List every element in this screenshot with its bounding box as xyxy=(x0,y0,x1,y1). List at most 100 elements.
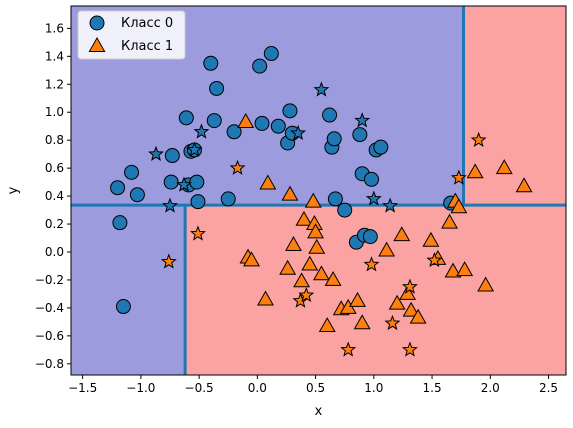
legend: Класс 0 Класс 1 xyxy=(77,10,186,60)
circle-point-class0-20 xyxy=(263,46,279,62)
triangle-point-class1-25 xyxy=(399,284,417,300)
triangle-point-class1-35 xyxy=(466,163,484,179)
x-tick-label: 0.5 xyxy=(306,381,325,395)
circle-point-class0-14 xyxy=(206,113,222,129)
circle-point-class0-23 xyxy=(282,103,298,119)
y-tick-label: 0.2 xyxy=(45,217,64,231)
star-point-class1-8 xyxy=(401,278,418,294)
x-axis-ticks: −1.5 −1.0 −0.5 0.0 0.5 1.0 1.5 2.0 2.5 xyxy=(68,375,558,395)
triangle-point-class1-36 xyxy=(477,276,495,292)
circle-point-class0-12 xyxy=(190,194,206,210)
triangle-point-class1-9 xyxy=(295,210,313,226)
star-point-class1-12 xyxy=(470,131,487,147)
triangle-point-class1-16 xyxy=(318,317,336,333)
triangle-point-class1-14 xyxy=(308,238,326,254)
legend-box xyxy=(77,10,186,60)
triangle-point-class1-8 xyxy=(293,272,311,288)
triangle-point-class1-27 xyxy=(409,308,427,324)
circle-point-class0-19 xyxy=(254,115,270,131)
circle-point-class0-4 xyxy=(129,187,145,203)
triangle-point-class1-28 xyxy=(422,231,440,247)
triangle-point-class1-23 xyxy=(388,294,406,310)
x-tick-label: 2.5 xyxy=(539,381,558,395)
legend-label-class0: Класс 0 xyxy=(121,16,173,31)
y-tick-label: 1.2 xyxy=(45,77,64,91)
y-axis-label: y xyxy=(6,186,21,194)
y-tick-label: −0.6 xyxy=(35,329,64,343)
triangle-point-class1-33 xyxy=(450,198,468,214)
star-point-class0-7 xyxy=(354,112,371,128)
triangle-point-class1-3 xyxy=(257,290,274,306)
circle-point-class0-34 xyxy=(363,171,379,187)
star-point-class1-0 xyxy=(160,253,177,269)
y-tick-label: 1.6 xyxy=(45,21,64,35)
y-tick-label: −0.4 xyxy=(35,301,64,315)
circle-point-class0-31 xyxy=(352,127,368,143)
x-axis-label: x xyxy=(315,404,323,419)
star-point-class0-0 xyxy=(148,145,164,161)
star-point-class0-9 xyxy=(382,197,399,213)
legend-triangle-icon xyxy=(88,36,106,52)
triangle-point-class1-30 xyxy=(441,213,458,229)
triangle-point-class1-34 xyxy=(456,261,474,277)
triangle-point-class1-21 xyxy=(353,314,371,330)
circle-point-class0-3 xyxy=(124,164,140,180)
star-point-class0-6 xyxy=(313,81,330,97)
triangle-point-class1-11 xyxy=(304,192,322,208)
legend-label-class1: Класс 1 xyxy=(121,39,173,54)
star-point-class1-6 xyxy=(363,256,380,272)
star-point-class0-4 xyxy=(193,123,210,139)
y-tick-label: 1.4 xyxy=(45,49,64,63)
triangle-point-class1-37 xyxy=(495,159,513,175)
circle-point-class0-7 xyxy=(178,110,194,126)
triangle-point-class1-13 xyxy=(307,223,325,239)
triangle-point-class1-17 xyxy=(324,270,342,286)
decision-regions xyxy=(71,6,566,375)
x-tick-label: 1.5 xyxy=(423,381,442,395)
y-tick-label: −0.8 xyxy=(35,357,64,371)
circle-point-class0-17 xyxy=(226,124,242,140)
circle-point-class0-27 xyxy=(326,131,342,147)
triangle-point-class1-4 xyxy=(259,174,277,190)
y-tick-label: 1.0 xyxy=(45,105,64,119)
star-point-class1-11 xyxy=(450,169,467,185)
x-tick-label: −0.5 xyxy=(185,381,214,395)
star-point-class1-10 xyxy=(426,252,443,268)
circle-point-class0-38 xyxy=(362,229,378,245)
circle-point-class0-1 xyxy=(115,299,131,315)
triangle-point-class1-10 xyxy=(301,255,319,271)
triangle-point-class1-7 xyxy=(285,235,302,251)
triangle-point-class1-5 xyxy=(279,259,297,275)
circle-point-class0-16 xyxy=(220,191,236,207)
y-axis-ticks: −0.8 −0.6 −0.4 −0.2 0.0 0.2 0.4 0.6 0.8 1.0 1.2 1.4… xyxy=(35,21,71,371)
circle-point-class0-28 xyxy=(327,191,343,207)
x-tick-label: 1.0 xyxy=(364,381,383,395)
circle-point-class0-29 xyxy=(337,202,353,218)
triangle-point-class1-2 xyxy=(243,251,260,267)
circle-point-class0-5 xyxy=(163,174,179,190)
triangle-point-class1-24 xyxy=(393,226,411,242)
star-point-class1-4 xyxy=(298,286,315,303)
triangle-point-class1-20 xyxy=(349,291,366,307)
data-points xyxy=(110,46,533,357)
circle-point-class0-0 xyxy=(112,215,128,231)
legend-marker-class1 xyxy=(88,36,106,52)
y-tick-label: −0.2 xyxy=(35,273,64,287)
triangle-point-class1-38 xyxy=(515,177,533,193)
legend-circle-icon xyxy=(89,15,105,31)
star-point-class0-3 xyxy=(186,141,203,157)
region-class1-topright xyxy=(463,6,566,206)
star-point-class1-9 xyxy=(401,341,418,357)
legend-marker-class0 xyxy=(89,15,105,31)
y-tick-label: 0.0 xyxy=(45,245,64,259)
star-point-class1-7 xyxy=(384,314,401,331)
star-point-class1-5 xyxy=(340,341,357,357)
y-tick-label: 0.8 xyxy=(45,133,64,147)
circle-point-class0-6 xyxy=(164,148,180,164)
triangle-point-class1-0 xyxy=(237,112,255,128)
circle-point-class0-15 xyxy=(209,80,225,96)
triangle-point-class1-15 xyxy=(312,265,330,281)
circle-point-class0-18 xyxy=(252,58,268,74)
star-point-class0-8 xyxy=(365,190,382,206)
